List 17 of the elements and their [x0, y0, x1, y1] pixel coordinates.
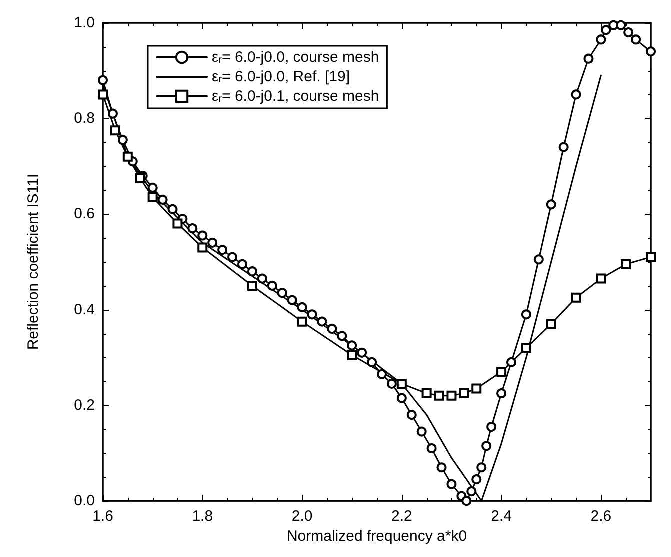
x-tick-label: 1.6 [92, 508, 114, 526]
y-tick-label: 0.2 [74, 396, 95, 414]
x-tick-label: 2.4 [491, 508, 512, 526]
x-tick-label: 1.8 [192, 508, 214, 526]
x-tick-label: 2.6 [590, 508, 612, 526]
y-tick-label: 0.8 [74, 110, 95, 128]
y-axis-title: Reflection coefficient IS11I [25, 174, 42, 350]
legend-label: εr= 6.0-j0.1, course mesh [212, 88, 380, 105]
x-axis-title: Normalized frequency a*k0 [286, 528, 468, 545]
legend-label: εr= 6.0-j0.0, course mesh [212, 49, 380, 66]
y-tick-label: 0.6 [74, 206, 95, 223]
y-tick-label: 0.4 [74, 301, 95, 318]
y-tick-label: 1.0 [74, 14, 95, 32]
x-tick-label: 2.2 [391, 508, 412, 526]
x-tick-label: 2.0 [292, 508, 313, 526]
legend-label: εr= 6.0-j0.0, Ref. [19] [212, 68, 350, 86]
y-tick-label: 0.0 [74, 492, 95, 510]
